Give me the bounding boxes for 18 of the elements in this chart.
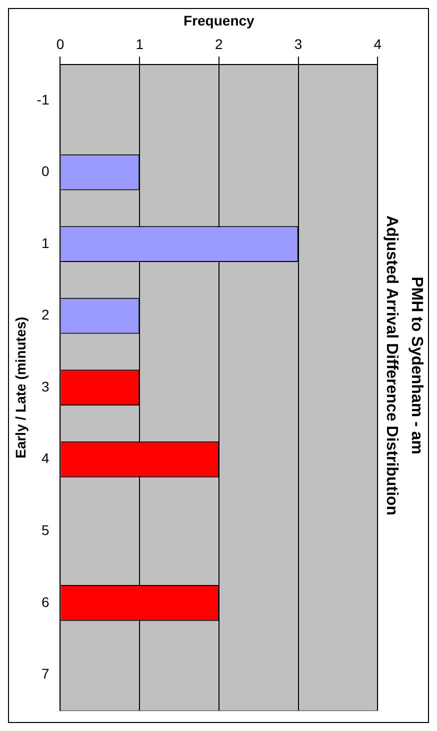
y-tick-label: 0 (41, 163, 50, 180)
x-tick-label: 4 (374, 36, 382, 52)
y-tick-label: 7 (41, 666, 50, 682)
y-tick-label: 1 (41, 234, 50, 251)
x-tick-label: 1 (136, 36, 144, 52)
x-tick-label: 0 (56, 36, 64, 52)
y-tick-label: 5 (41, 522, 50, 538)
x-axis-title: Frequency (184, 12, 255, 28)
text: Adjusted Arrival Difference Distribution (382, 216, 400, 516)
x-tick-label: 3 (294, 36, 302, 52)
y-tick-label: -1 (36, 91, 50, 108)
y-tick-label: 6 (41, 594, 50, 610)
y-tick-label: 3 (41, 378, 50, 394)
y-tick-label: 2 (41, 306, 50, 323)
text: PMH to Sydenham - am (408, 276, 425, 454)
y-tick-label: 4 (41, 450, 50, 466)
y-axis-title: Early / Late (minutes) (12, 316, 28, 458)
x-tick-label: 2 (215, 36, 224, 52)
